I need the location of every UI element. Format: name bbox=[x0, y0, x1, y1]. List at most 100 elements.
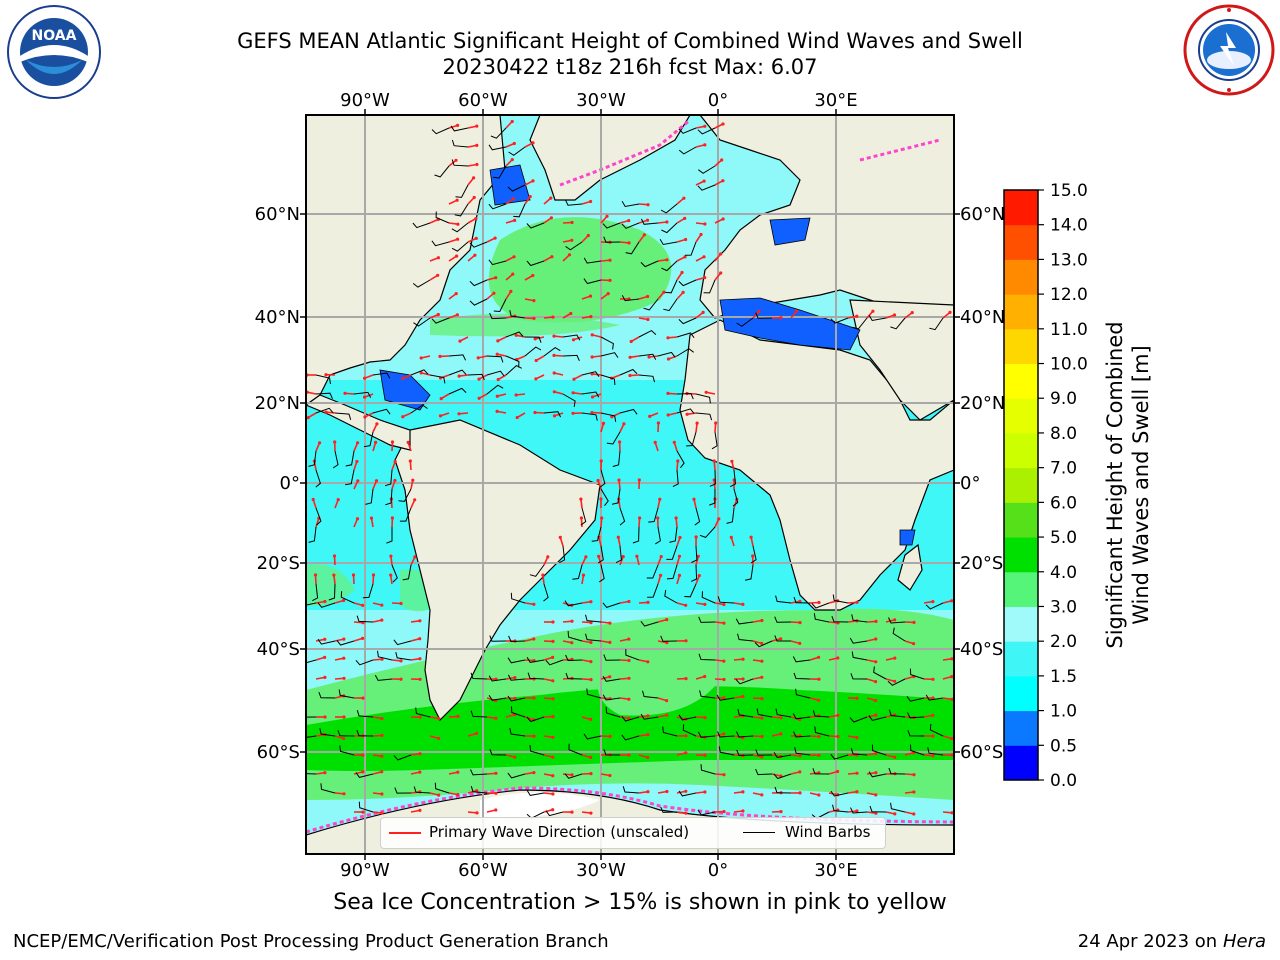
wave-direction-arrowhead bbox=[680, 270, 684, 275]
wave-direction-arrowhead bbox=[589, 621, 593, 625]
wind-barb bbox=[887, 678, 906, 686]
wave-direction-arrowhead bbox=[413, 498, 417, 502]
wind-barb bbox=[774, 616, 792, 623]
wave-direction-arrowhead bbox=[627, 637, 631, 641]
wave-direction-arrowhead bbox=[662, 290, 666, 294]
wind-barb bbox=[507, 674, 526, 681]
wave-direction-arrowhead bbox=[571, 391, 575, 395]
wind-barb bbox=[678, 127, 697, 134]
wave-direction-arrowhead bbox=[721, 217, 725, 221]
wave-direction-arrowhead bbox=[571, 411, 575, 415]
wind-barb bbox=[402, 564, 412, 581]
graticule bbox=[306, 115, 954, 854]
wind-barb bbox=[356, 730, 374, 737]
wave-direction-arrowhead bbox=[323, 599, 327, 604]
wave-direction-arrowhead bbox=[779, 732, 783, 736]
wave-direction-arrowhead bbox=[760, 734, 764, 739]
wind-barb bbox=[868, 715, 887, 721]
wind-barb bbox=[625, 649, 640, 661]
wind-barb bbox=[927, 747, 944, 756]
wave-direction-arrowhead bbox=[590, 355, 594, 359]
colorbar-title-line1: Significant Height of Combined bbox=[1103, 321, 1127, 649]
wave-direction-arrowhead bbox=[513, 755, 517, 759]
wave-direction-arrowhead bbox=[589, 811, 593, 815]
wind-barb bbox=[469, 279, 488, 287]
wave-direction-arrowhead bbox=[549, 196, 553, 200]
wind-barb bbox=[486, 384, 504, 395]
wave-direction-arrowhead bbox=[948, 310, 952, 314]
map-legend: Primary Wave Direction (unscaled) Wind B… bbox=[380, 817, 886, 849]
wind-barb bbox=[505, 355, 520, 368]
wave-direction-arrowhead bbox=[390, 440, 395, 444]
wave-direction-arrowhead bbox=[473, 253, 477, 257]
wind-barb bbox=[493, 165, 507, 179]
wind-barb bbox=[526, 260, 545, 267]
wind-barb bbox=[890, 317, 906, 330]
wave-direction-arrowhead bbox=[380, 811, 384, 815]
wave-direction-arrowhead bbox=[912, 620, 916, 625]
wave-direction-arrowhead bbox=[703, 124, 707, 128]
wind-barb bbox=[612, 450, 621, 467]
wave-direction-arrowhead bbox=[628, 355, 632, 359]
wave-direction-arrowhead bbox=[931, 677, 935, 681]
wave-direction-arrowhead bbox=[597, 554, 601, 558]
wave-direction-arrowhead bbox=[589, 660, 593, 664]
wind-barb bbox=[358, 801, 374, 813]
wind-barb bbox=[615, 545, 622, 564]
wind-barb bbox=[774, 786, 792, 794]
wind-barb bbox=[709, 488, 716, 506]
wave-direction-arrowhead bbox=[893, 618, 897, 622]
wave-direction-arrowhead bbox=[601, 421, 606, 425]
wave-direction-arrowhead bbox=[546, 555, 550, 559]
chart-title: GEFS MEAN Atlantic Significant Height of… bbox=[237, 29, 1023, 53]
wind-barb bbox=[813, 613, 830, 623]
wind-barb bbox=[690, 564, 698, 582]
wave-direction-arrowhead bbox=[552, 353, 556, 357]
wind-barb bbox=[643, 298, 659, 311]
wave-direction-arrowhead bbox=[658, 497, 662, 501]
wave-direction-arrowhead bbox=[817, 698, 821, 702]
wave-direction-arrowhead bbox=[665, 789, 669, 794]
wind-barb bbox=[732, 488, 739, 507]
wave-direction-arrowhead bbox=[495, 409, 499, 413]
wind-barb bbox=[385, 488, 393, 506]
wind-barb bbox=[735, 618, 754, 625]
wind-barb bbox=[754, 640, 773, 648]
wave-direction-arrowhead bbox=[931, 600, 935, 604]
wind-barb bbox=[744, 564, 754, 581]
wave-direction-arrowhead bbox=[608, 734, 612, 739]
wave-direction-arrowhead bbox=[703, 143, 707, 147]
wind-barb bbox=[398, 488, 412, 502]
wave-direction-arrowhead bbox=[684, 734, 688, 738]
wind-barb bbox=[755, 768, 773, 776]
wave-direction-arrowhead bbox=[665, 699, 669, 703]
wave-direction-arrowhead bbox=[677, 554, 682, 558]
wind-barb bbox=[868, 315, 887, 322]
wave-direction-arrowhead bbox=[702, 179, 706, 183]
wave-direction-arrowhead bbox=[438, 414, 443, 418]
wind-barb bbox=[929, 317, 944, 331]
wave-direction-arrowhead bbox=[311, 497, 315, 502]
colorbar-segment bbox=[1004, 467, 1038, 503]
colorbar-tick-label: 3.0 bbox=[1050, 597, 1077, 617]
wave-direction-arrowhead bbox=[760, 641, 764, 646]
wave-direction-arrowhead bbox=[646, 714, 650, 718]
wave-direction-arrowhead bbox=[628, 373, 632, 378]
wind-barb bbox=[306, 773, 317, 775]
wave-direction-arrowhead bbox=[324, 410, 328, 414]
noaa-logo: NOAA bbox=[7, 5, 101, 99]
wave-direction-arrowhead bbox=[656, 421, 661, 425]
wave-direction-arrowhead bbox=[729, 535, 733, 540]
wave-direction-arrowhead bbox=[874, 811, 878, 815]
wave-direction-arrowhead bbox=[683, 255, 687, 259]
wind-barb bbox=[602, 602, 621, 608]
y-tick-left-0: 0° bbox=[280, 473, 300, 494]
wind-barb bbox=[697, 127, 716, 135]
wave-direction-arrowhead bbox=[653, 440, 657, 444]
wind-barb bbox=[814, 726, 830, 737]
wave-direction-arrowhead bbox=[741, 677, 745, 681]
wind-barb bbox=[669, 526, 678, 543]
sheltered-seas bbox=[379, 164, 916, 546]
legend-swatch-wind-barbs bbox=[743, 832, 775, 833]
colorbar-tick-label: 8.0 bbox=[1050, 424, 1077, 444]
